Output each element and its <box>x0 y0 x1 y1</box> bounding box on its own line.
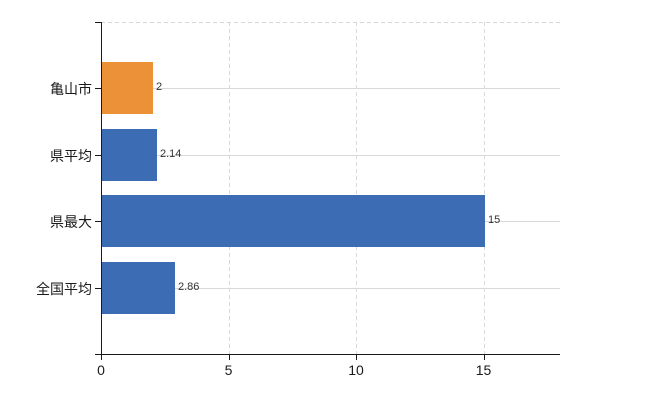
category-gridline <box>101 155 560 156</box>
x-tick-mark <box>356 354 357 360</box>
x-tick-mark <box>228 354 230 360</box>
y-tick-mark <box>95 288 101 289</box>
x-gridline <box>356 22 357 354</box>
value-label: 15 <box>488 214 501 226</box>
y-axis-top-tick <box>95 22 101 23</box>
x-tick-label: 0 <box>97 362 105 378</box>
value-label: 2.14 <box>160 148 182 160</box>
value-label: 2.86 <box>178 281 200 293</box>
x-axis-line <box>95 354 560 355</box>
category-label: 県平均 <box>50 148 92 164</box>
category-gridline <box>101 88 560 89</box>
x-tick-label: 10 <box>348 362 364 378</box>
y-tick-mark <box>95 155 101 156</box>
x-gridline <box>228 22 230 354</box>
plot-top-border <box>101 22 560 23</box>
bar <box>102 62 153 114</box>
x-tick-label: 5 <box>224 362 233 378</box>
value-label: 2 <box>156 81 163 93</box>
bar <box>102 262 175 314</box>
x-gridline <box>483 22 485 354</box>
category-label: 県最大 <box>50 214 92 230</box>
y-axis-line <box>101 22 102 360</box>
category-gridline <box>101 288 560 289</box>
x-tick-mark <box>483 354 485 360</box>
bar <box>102 129 157 181</box>
y-tick-mark <box>95 221 101 222</box>
y-tick-mark <box>95 88 101 89</box>
category-label: 全国平均 <box>36 281 92 297</box>
category-label: 亀山市 <box>50 81 92 97</box>
bar <box>102 195 485 247</box>
x-tick-label: 15 <box>475 362 492 378</box>
